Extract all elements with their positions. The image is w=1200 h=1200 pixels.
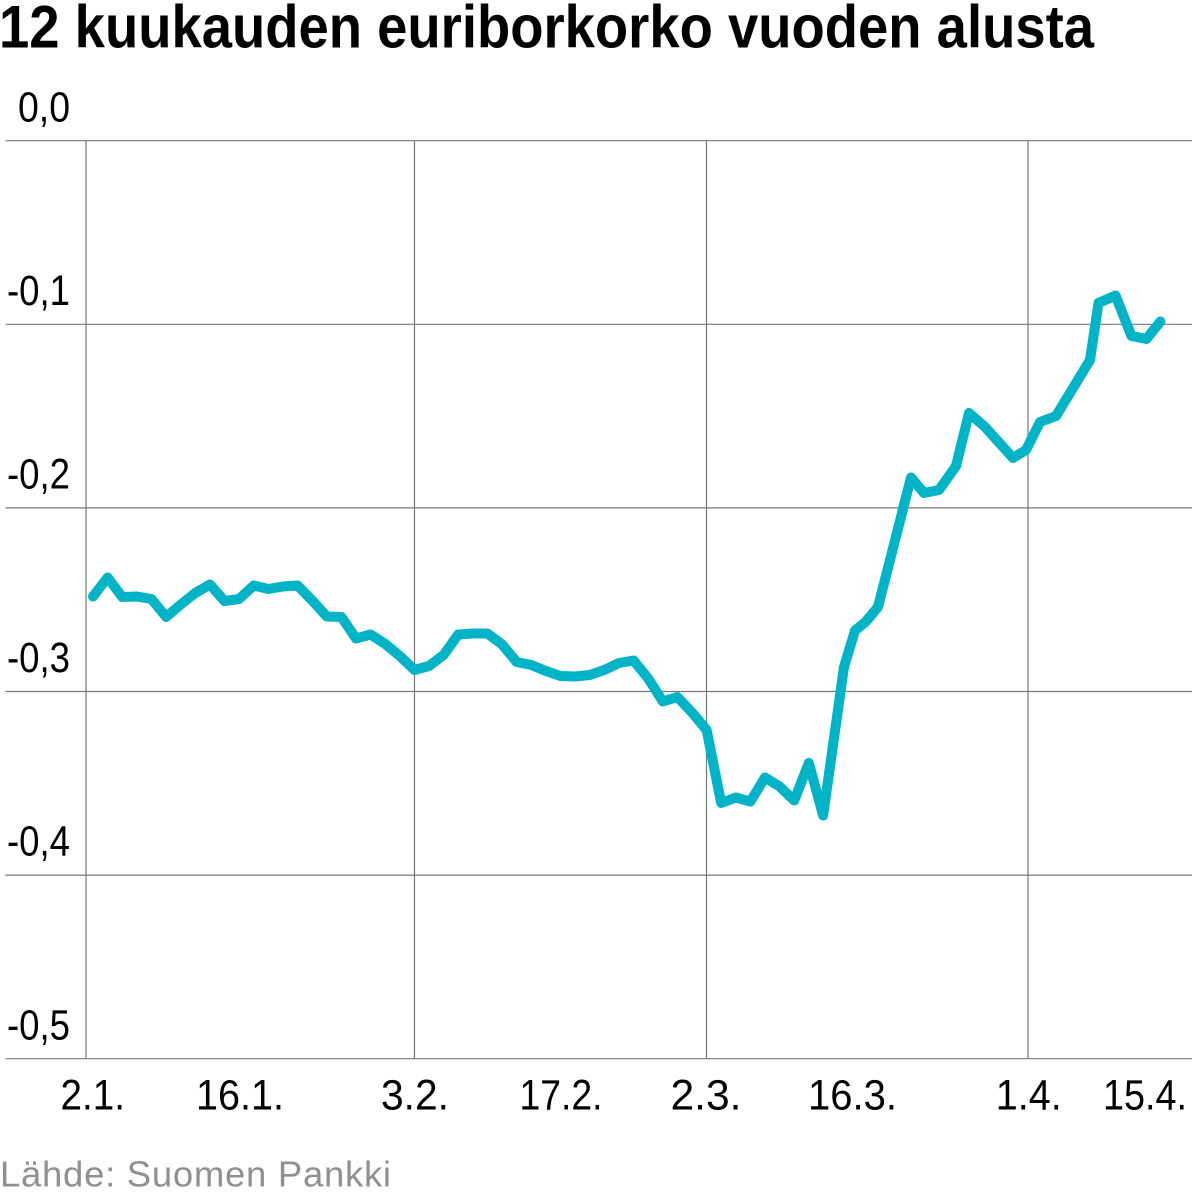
svg-text:1.4.: 1.4. [996, 1073, 1062, 1120]
svg-text:15.4.: 15.4. [1103, 1073, 1187, 1120]
svg-text:2.3.: 2.3. [671, 1073, 742, 1120]
svg-text:2.1.: 2.1. [60, 1073, 125, 1120]
svg-text:12 kuukauden euriborkorko vuod: 12 kuukauden euriborkorko vuoden alusta [0, 0, 1095, 61]
svg-text:16.3.: 16.3. [808, 1073, 897, 1120]
svg-text:16.1.: 16.1. [196, 1073, 284, 1120]
svg-text:-0,4: -0,4 [7, 819, 70, 866]
svg-text:0,0: 0,0 [18, 84, 70, 131]
svg-text:-0,5: -0,5 [7, 1002, 70, 1049]
svg-text:-0,2: -0,2 [7, 452, 70, 499]
svg-text:3.2.: 3.2. [381, 1073, 449, 1120]
svg-text:-0,3: -0,3 [7, 635, 70, 682]
svg-text:-0,1: -0,1 [7, 268, 70, 315]
svg-text:17.2.: 17.2. [520, 1073, 603, 1120]
svg-text:Lähde: Suomen Pankki: Lähde: Suomen Pankki [0, 1153, 391, 1194]
